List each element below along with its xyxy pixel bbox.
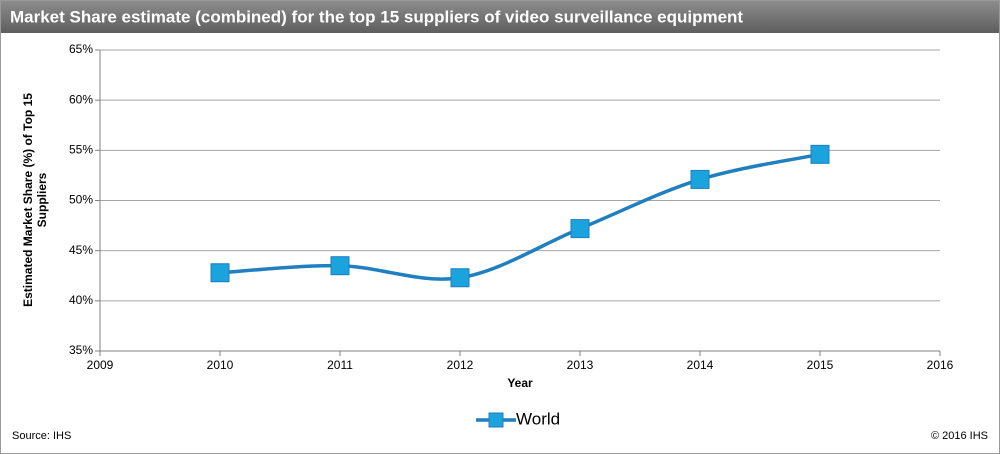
y-tick-label: 35% [69, 343, 93, 357]
y-axis-label: Suppliers [35, 172, 49, 227]
marker [690, 169, 710, 189]
x-tick-label: 2009 [87, 358, 114, 372]
y-axis-label: Estimated Market Share (%) of Top 15 [21, 93, 35, 307]
marker [330, 256, 350, 276]
y-tick-label: 65% [69, 42, 93, 56]
legend-marker [488, 412, 504, 428]
header-bar [1, 1, 999, 33]
marker [570, 219, 590, 239]
y-tick-label: 60% [69, 92, 93, 106]
chart-title: Market Share estimate (combined) for the… [10, 7, 743, 26]
x-tick-label: 2012 [447, 358, 474, 372]
marker [810, 144, 830, 164]
y-tick-label: 45% [69, 243, 93, 257]
copyright: © 2016 IHS [931, 430, 988, 442]
marker [210, 263, 230, 283]
y-tick-label: 55% [69, 143, 93, 157]
x-tick-label: 2013 [567, 358, 594, 372]
x-axis-label: Year [507, 376, 533, 390]
legend-label: World [516, 409, 560, 428]
y-tick-label: 50% [69, 193, 93, 207]
y-tick-label: 40% [69, 293, 93, 307]
x-tick-label: 2015 [807, 358, 834, 372]
x-tick-label: 2011 [327, 358, 353, 372]
source: Source: IHS [12, 430, 71, 442]
x-tick-label: 2014 [687, 358, 714, 372]
x-tick-label: 2010 [207, 358, 234, 372]
marker [450, 268, 470, 288]
x-tick-label: 2016 [927, 358, 954, 372]
